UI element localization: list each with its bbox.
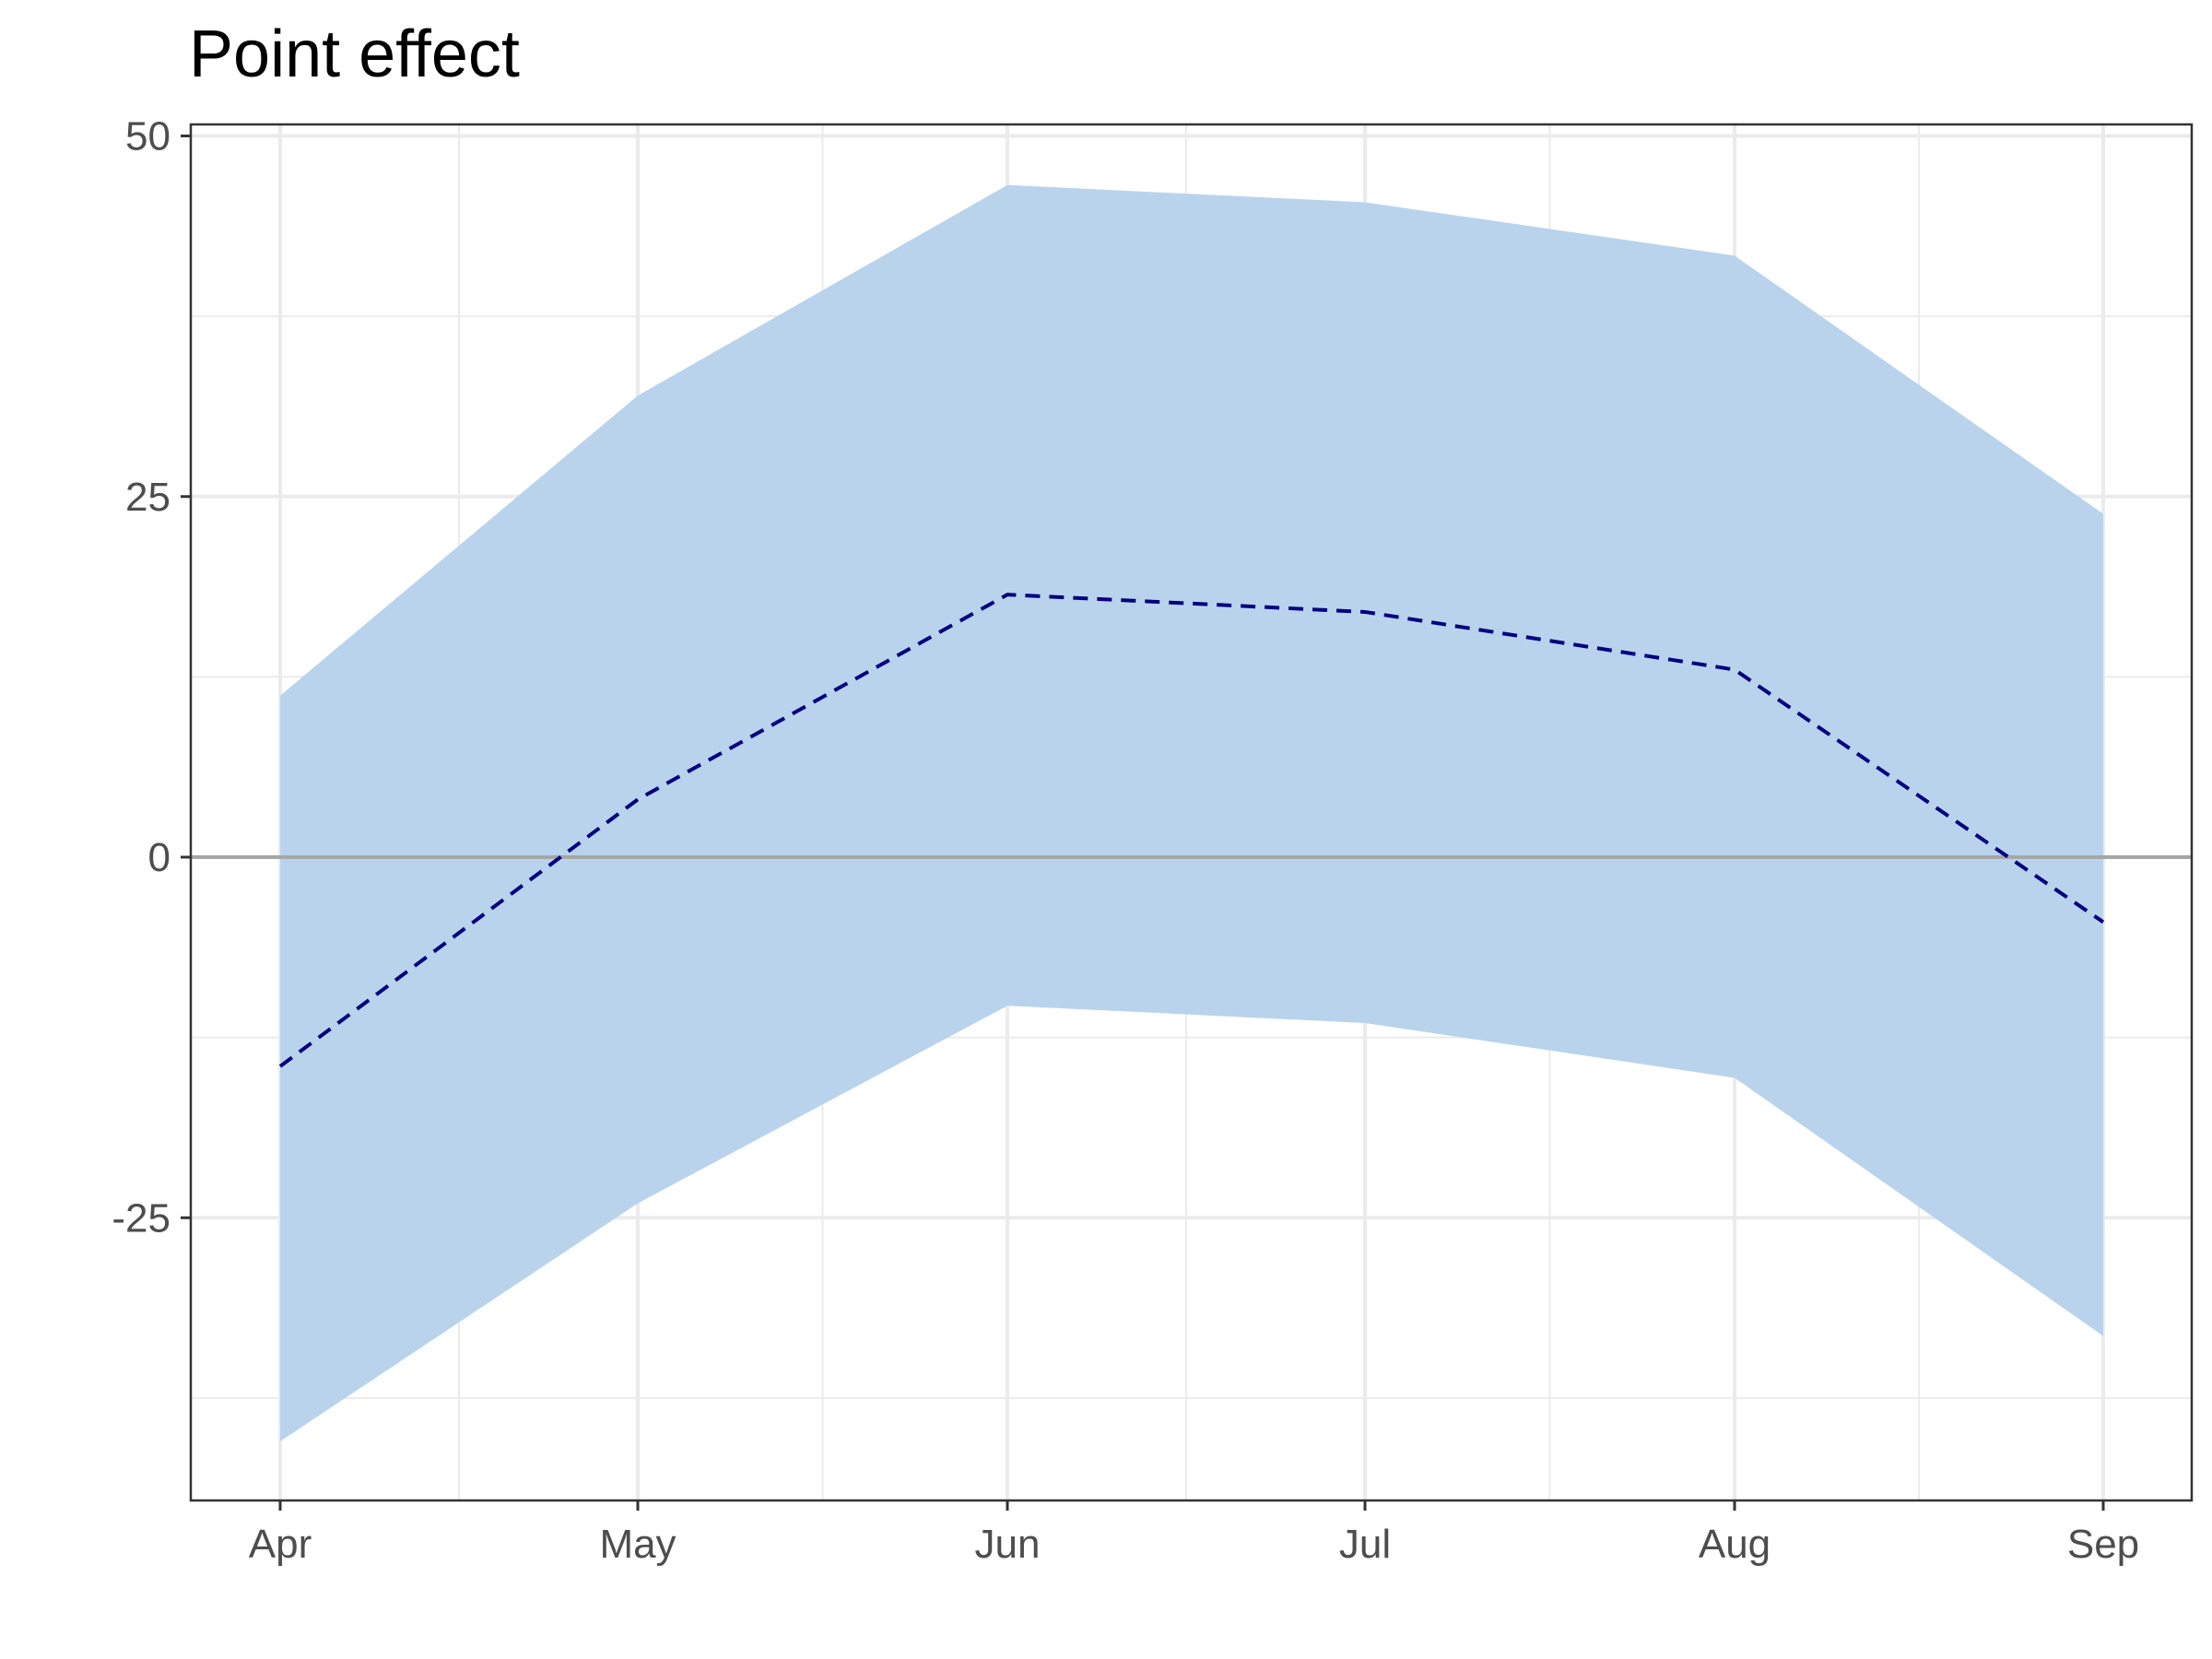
x-tick-label: Jun [975, 1522, 1041, 1567]
x-tick-label: Sep [2067, 1522, 2139, 1567]
y-tick-label: 50 [125, 114, 171, 159]
x-tick-label: Aug [1699, 1522, 1771, 1567]
y-tick-label: -25 [112, 1195, 171, 1241]
credible-interval-band [280, 184, 2103, 1441]
y-tick-label: 0 [148, 835, 171, 880]
x-tick-label: Jul [1339, 1522, 1391, 1567]
panel-border [189, 123, 2194, 1502]
x-tick-label: May [599, 1522, 676, 1567]
chart-title: Point effect [189, 18, 520, 91]
x-tick-label: Apr [249, 1522, 312, 1567]
y-tick-label: 25 [125, 475, 171, 520]
point-effect-line [278, 593, 2105, 1068]
